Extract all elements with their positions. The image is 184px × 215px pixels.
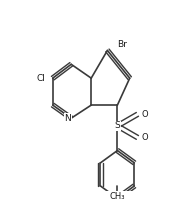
Text: Cl: Cl (36, 74, 45, 83)
Text: N: N (64, 114, 71, 123)
Text: CH₃: CH₃ (110, 192, 125, 201)
Text: O: O (141, 110, 148, 119)
Text: S: S (114, 121, 120, 131)
Text: Br: Br (117, 40, 127, 49)
Text: O: O (141, 133, 148, 142)
